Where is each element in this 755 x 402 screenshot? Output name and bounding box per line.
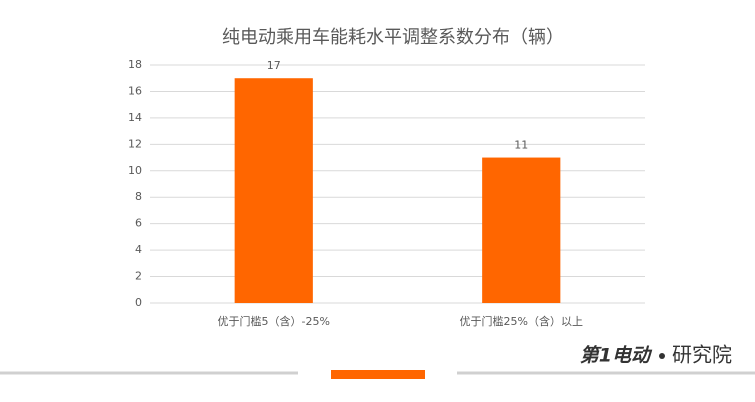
footer-dot: [659, 353, 665, 359]
y-tick-label: 16: [128, 84, 142, 97]
y-tick-label: 8: [135, 190, 142, 203]
y-tick-label: 6: [135, 217, 142, 230]
chart-title: 纯电动乘用车能耗水平调整系数分布（辆）: [222, 27, 564, 48]
footer-brand: 研究院: [672, 343, 732, 367]
x-tick-label: 优于门槛5（含）-25%: [218, 314, 330, 328]
footer-logo: 第1电动: [580, 345, 653, 367]
bar: [234, 78, 313, 303]
y-tick-label: 14: [128, 111, 142, 124]
y-tick-label: 0: [135, 296, 142, 309]
y-tick-label: 2: [135, 270, 142, 283]
y-tick-label: 10: [128, 164, 142, 177]
bar: [482, 157, 561, 303]
data-label: 17: [267, 59, 281, 72]
data-label: 11: [514, 139, 528, 152]
x-tick-label: 优于门槛25%（含）以上: [460, 314, 583, 328]
y-tick-label: 12: [128, 137, 142, 150]
y-tick-label: 4: [135, 243, 142, 256]
y-tick-label: 18: [128, 58, 142, 71]
footer-accent: [331, 370, 425, 379]
